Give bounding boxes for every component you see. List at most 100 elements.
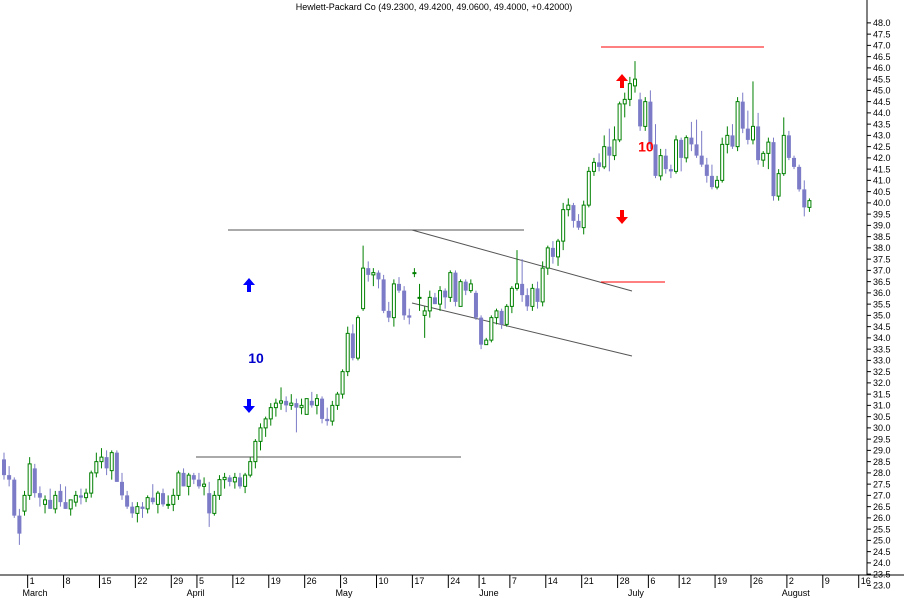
x-tick-label: 10 xyxy=(378,576,388,586)
candle-body xyxy=(622,98,627,105)
candle-body xyxy=(648,101,653,145)
y-tick-label: 39.5 xyxy=(873,209,891,219)
candle-body xyxy=(494,310,499,319)
candle-body xyxy=(668,169,673,172)
y-tick-label: 48.0 xyxy=(873,18,891,28)
x-tick-label: 7 xyxy=(512,576,517,586)
x-tick-label: 22 xyxy=(137,576,147,586)
candle-body xyxy=(797,166,802,190)
candle-body xyxy=(22,494,27,512)
y-tick-label: 27.5 xyxy=(873,479,891,489)
y-tick-label: 42.0 xyxy=(873,153,891,163)
y-tick-label: 25.0 xyxy=(873,536,891,546)
y-tick-label: 34.0 xyxy=(873,333,891,343)
candle-body xyxy=(279,400,284,404)
candle-body xyxy=(453,272,458,302)
candle-body xyxy=(63,502,68,509)
month-label: April xyxy=(187,588,205,598)
candle-body xyxy=(802,189,807,208)
x-tick-label: 9 xyxy=(825,576,830,586)
candle-body xyxy=(314,398,319,406)
candle-body xyxy=(550,247,555,257)
y-tick-label: 24.5 xyxy=(873,547,891,557)
candle-body xyxy=(89,472,94,494)
candle-body xyxy=(515,283,519,289)
y-tick-label: 35.5 xyxy=(873,299,891,309)
channel-lower-line xyxy=(411,302,633,357)
y-tick-label: 31.0 xyxy=(873,401,891,411)
candle-body xyxy=(520,283,525,296)
y-tick-label: 31.5 xyxy=(873,389,891,399)
y-tick-label: 37.0 xyxy=(873,266,891,276)
candle-body xyxy=(499,310,504,325)
candle-body xyxy=(263,418,268,429)
y-tick-label: 41.0 xyxy=(873,176,891,186)
y-tick-label: 44.0 xyxy=(873,108,891,118)
candle-body xyxy=(591,161,596,172)
candle-body xyxy=(756,126,761,161)
x-tick-label: 12 xyxy=(681,576,691,586)
candle-body xyxy=(84,492,89,499)
candle-body xyxy=(484,339,489,346)
candle-body xyxy=(222,476,227,481)
candle-body xyxy=(479,317,484,345)
x-tick-label: 21 xyxy=(584,576,594,586)
count-annotation-label: 10 xyxy=(638,139,654,155)
y-tick-label: 47.5 xyxy=(873,29,891,39)
candle-body xyxy=(191,475,196,480)
candle-body xyxy=(504,305,509,325)
candle-body xyxy=(150,497,155,503)
candle-body xyxy=(658,155,663,177)
candle-body xyxy=(350,333,355,359)
y-tick-label: 27.0 xyxy=(873,491,891,501)
y-tick-label: 26.0 xyxy=(873,513,891,523)
y-tick-label: 36.0 xyxy=(873,288,891,298)
candle-body xyxy=(730,135,735,147)
count-annotation-label: 10 xyxy=(248,350,264,366)
candle-body xyxy=(643,101,648,127)
candle-body xyxy=(715,179,720,188)
x-tick-label: 24 xyxy=(450,576,460,586)
candle-body xyxy=(284,400,289,406)
candle-body xyxy=(709,175,714,188)
candle-body xyxy=(720,143,725,181)
candle-body xyxy=(689,137,694,145)
candle-body xyxy=(99,456,104,463)
candle-body xyxy=(638,99,643,127)
candle-body xyxy=(586,170,591,206)
candle-body xyxy=(309,400,314,406)
candle-body xyxy=(617,103,622,141)
candle-body xyxy=(438,290,443,305)
candle-body xyxy=(473,292,478,318)
candle-body xyxy=(545,247,550,269)
candle-body xyxy=(237,477,242,487)
candle-body xyxy=(196,479,201,487)
candle-body xyxy=(468,283,473,292)
y-tick-label: 23.5 xyxy=(873,569,891,579)
x-tick-label: 29 xyxy=(173,576,183,586)
y-tick-label: 47.0 xyxy=(873,41,891,51)
candles xyxy=(2,61,812,545)
x-tick-label: 8 xyxy=(66,576,71,586)
x-tick-label: 5 xyxy=(199,576,204,586)
month-label: March xyxy=(23,588,48,598)
y-tick-label: 26.5 xyxy=(873,502,891,512)
y-tick-label: 43.5 xyxy=(873,119,891,129)
month-label: August xyxy=(782,588,811,598)
candle-body xyxy=(407,315,412,318)
y-tick-label: 32.0 xyxy=(873,378,891,388)
candle-body xyxy=(345,332,350,373)
candle-body xyxy=(207,493,212,514)
candle-body xyxy=(443,290,448,298)
candle-body xyxy=(114,452,119,482)
candle-body xyxy=(530,287,535,307)
y-tick-label: 45.0 xyxy=(873,86,891,96)
candle-body xyxy=(78,495,83,498)
candle-body xyxy=(125,495,130,507)
candle-body xyxy=(432,297,437,305)
candle-body xyxy=(268,407,273,420)
y-tick-label: 44.5 xyxy=(873,97,891,107)
candle-body xyxy=(597,162,602,167)
candle-body xyxy=(448,272,453,298)
